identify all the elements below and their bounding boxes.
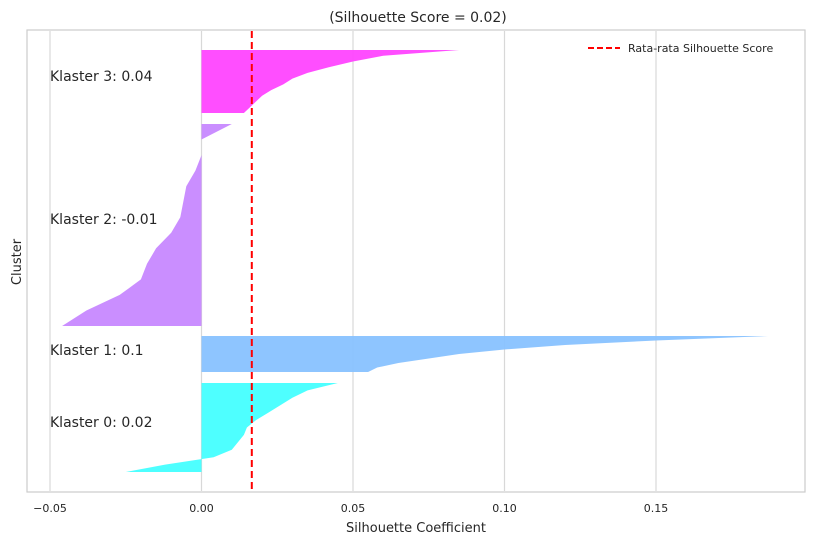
- x-tick-label: −0.05: [33, 502, 67, 515]
- cluster-label: Klaster 0: 0.02: [50, 415, 153, 431]
- x-ticks: −0.05 0.00 0.05 0.10 0.15: [33, 502, 668, 515]
- cluster-label: Klaster 3: 0.04: [50, 69, 153, 85]
- cluster-area: [62, 124, 232, 326]
- x-tick-label: 0.05: [341, 502, 366, 515]
- x-tick-label: 0.15: [644, 502, 669, 515]
- y-axis-label: Cluster: [10, 238, 25, 285]
- cluster-areas: [62, 50, 769, 472]
- legend: Rata-rata Silhouette Score: [588, 42, 773, 55]
- x-tick-label: 0.10: [492, 502, 517, 515]
- legend-label: Rata-rata Silhouette Score: [628, 42, 773, 55]
- cluster-label: Klaster 1: 0.1: [50, 343, 144, 359]
- cluster-labels: Klaster 0: 0.02 Klaster 1: 0.1 Klaster 2: …: [50, 69, 158, 431]
- chart-title: (Silhouette Score = 0.02): [329, 10, 507, 26]
- cluster-area: [201, 336, 769, 372]
- x-axis-label: Silhouette Coefficient: [346, 521, 486, 536]
- cluster-label: Klaster 2: -0.01: [50, 212, 158, 228]
- x-tick-label: 0.00: [189, 502, 214, 515]
- cluster-area: [201, 50, 460, 113]
- plot-frame: [26, 29, 806, 493]
- cluster-area: [125, 383, 338, 472]
